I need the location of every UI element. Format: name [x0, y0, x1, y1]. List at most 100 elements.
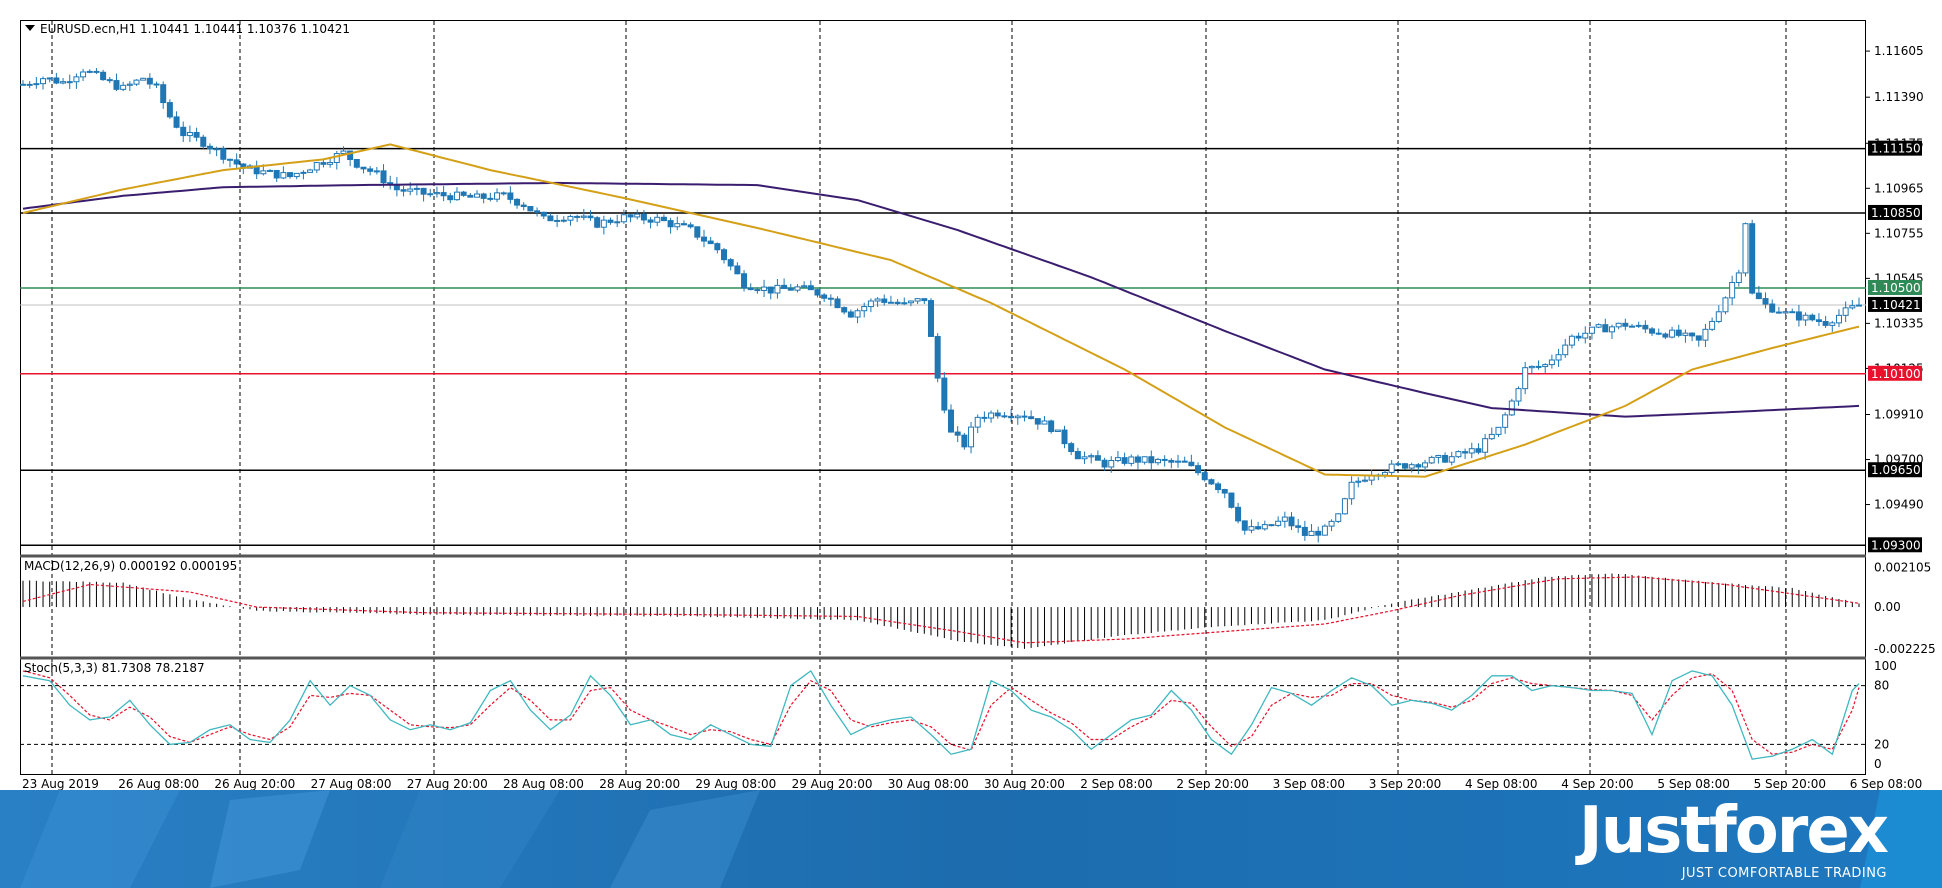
- stoch-signal-line: [22, 670, 1860, 755]
- candle-body: [607, 219, 614, 223]
- candle-body: [1849, 305, 1856, 309]
- brand-banner: Justforex JUST COMFORTABLE TRADING: [0, 790, 1942, 888]
- candle-body: [794, 286, 801, 291]
- banner-background: [0, 790, 1942, 888]
- candle-body: [260, 170, 267, 175]
- candle-body: [1188, 461, 1195, 467]
- candle-body: [680, 223, 687, 226]
- candle-body: [413, 187, 420, 190]
- candle-body: [1675, 329, 1682, 336]
- candle-body: [514, 198, 521, 206]
- candle-body: [1455, 451, 1462, 458]
- x-tick-label: 5 Sep 20:00: [1754, 777, 1826, 790]
- candle-body: [1468, 448, 1475, 454]
- level-tag-label: 1.11150: [1871, 142, 1921, 156]
- candle-body: [1054, 429, 1061, 432]
- candle-body: [1361, 479, 1368, 482]
- candle-body: [847, 311, 854, 318]
- candle-body: [1041, 420, 1048, 425]
- candle-body: [814, 289, 821, 296]
- candle-body: [320, 162, 327, 165]
- level-tag-bg: [1868, 280, 1922, 295]
- candle-body: [100, 71, 107, 81]
- candlestick-series: [20, 68, 1862, 543]
- candle-body: [160, 84, 167, 104]
- candle-body: [433, 192, 440, 195]
- candle-body: [166, 102, 173, 118]
- level-tag-label: 1.09650: [1871, 463, 1921, 477]
- level-tag-bg: [1868, 537, 1922, 553]
- candle-body: [594, 217, 601, 228]
- candle-body: [954, 431, 961, 436]
- candle-body: [867, 300, 874, 308]
- candle-body: [1682, 332, 1689, 336]
- candle-body: [1295, 525, 1302, 528]
- level-tag-label: 1.10100: [1871, 367, 1921, 381]
- dropdown-triangle-icon[interactable]: [25, 25, 35, 31]
- candle-body: [460, 191, 467, 196]
- candle-body: [60, 81, 67, 84]
- candle-body: [1488, 433, 1495, 440]
- candle-body: [974, 416, 981, 428]
- x-tick-label: 30 Aug 08:00: [888, 777, 969, 790]
- stoch-label: Stoch(5,3,3) 81.7308 78.2187: [24, 661, 205, 675]
- candle-body: [467, 194, 474, 198]
- candle-body: [721, 249, 728, 261]
- candle-body: [914, 298, 921, 302]
- candle-body: [941, 377, 948, 411]
- x-tick-label: 2 Sep 08:00: [1080, 777, 1152, 790]
- candle-body: [447, 195, 454, 201]
- candle-body: [213, 148, 220, 151]
- candle-body: [1475, 448, 1482, 453]
- candle-body: [66, 81, 73, 84]
- candle-body: [694, 226, 701, 238]
- candle-body: [1568, 335, 1575, 346]
- candle-body: [1208, 479, 1215, 485]
- candle-body: [807, 285, 814, 291]
- candle-body: [961, 434, 968, 448]
- candle-body: [1809, 314, 1816, 321]
- candle-body: [1749, 223, 1756, 294]
- candle-body: [347, 150, 354, 160]
- candle-body: [1528, 365, 1535, 369]
- x-tick-label: 4 Sep 20:00: [1561, 777, 1633, 790]
- candle-body: [1669, 329, 1676, 338]
- candle-body: [1802, 314, 1809, 321]
- macd-y-tick-label: -0.002225: [1874, 642, 1936, 656]
- candle-body: [480, 193, 487, 199]
- macd-y-tick-label: 0.002105: [1874, 560, 1931, 574]
- candle-body: [46, 77, 53, 80]
- level-tag-label: 1.09300: [1871, 538, 1921, 552]
- candle-body: [901, 302, 908, 305]
- candle-body: [1729, 282, 1736, 299]
- x-tick-label: 4 Sep 08:00: [1465, 777, 1537, 790]
- candle-body: [113, 80, 120, 90]
- candle-body: [1308, 530, 1315, 536]
- candle-body: [1622, 322, 1629, 327]
- level-tag-bg: [1868, 140, 1922, 156]
- x-tick-label: 26 Aug 20:00: [214, 777, 295, 790]
- candle-body: [287, 172, 294, 178]
- candle-body: [80, 71, 87, 78]
- candle-body: [340, 150, 347, 155]
- candle-body: [1215, 483, 1222, 491]
- candle-body: [140, 77, 147, 81]
- candle-body: [333, 153, 340, 164]
- candle-body: [1689, 332, 1696, 337]
- y-tick-label: 1.10965: [1874, 181, 1924, 195]
- candle-body: [1649, 328, 1656, 334]
- x-tick-label: 3 Sep 20:00: [1369, 777, 1441, 790]
- candle-body: [1161, 458, 1168, 461]
- y-tick-label: 1.09490: [1874, 498, 1924, 512]
- candle-body: [580, 215, 587, 218]
- candle-body: [126, 83, 133, 86]
- candle-body: [427, 193, 434, 196]
- stoch-main-line: [22, 669, 1860, 760]
- candle-body: [540, 211, 547, 217]
- candle-body: [1048, 420, 1055, 432]
- y-tick-label: 1.10755: [1874, 226, 1924, 240]
- macd-panel: 0.002105 0.00 -0.002225: [22, 560, 1936, 656]
- candle-body: [220, 148, 227, 160]
- candle-body: [400, 189, 407, 192]
- candle-body: [1522, 367, 1529, 390]
